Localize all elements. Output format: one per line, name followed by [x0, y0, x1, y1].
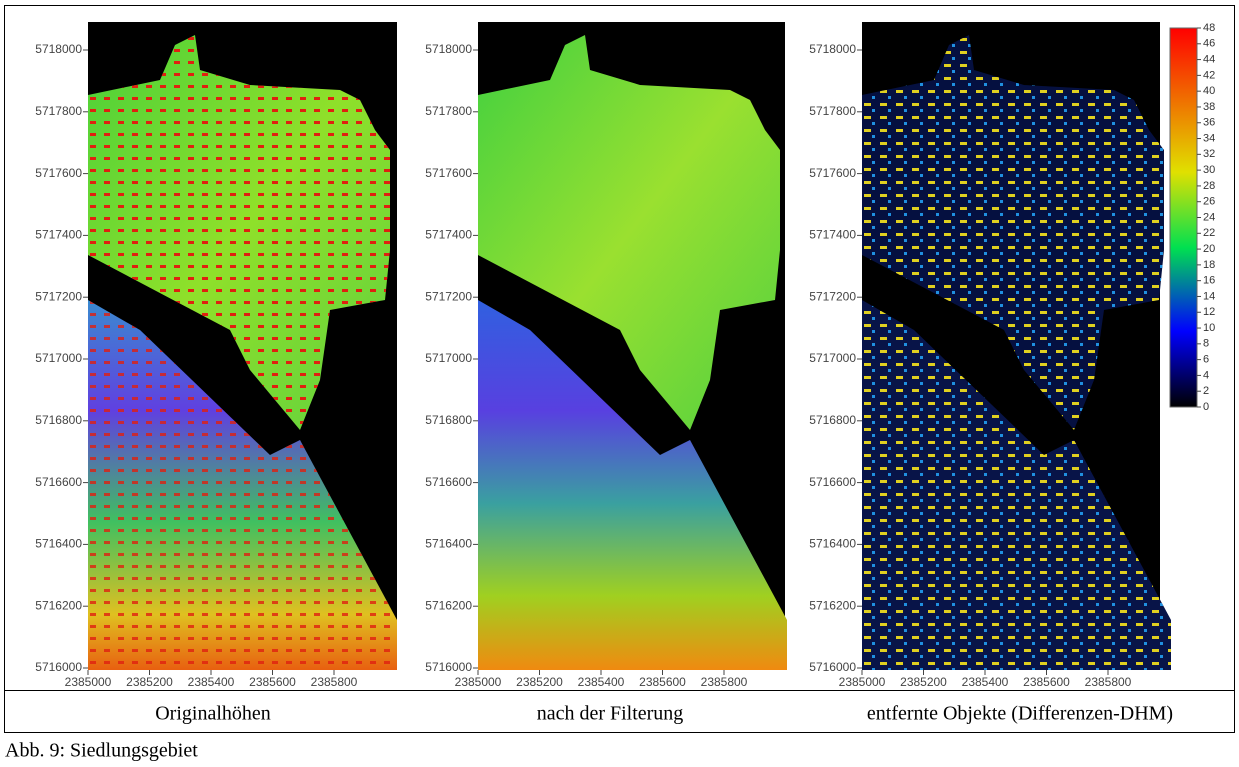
y-tick-label: 5716000	[35, 660, 82, 674]
y-tick-label: 5716200	[35, 598, 82, 612]
colorbar-label: 10	[1203, 322, 1215, 334]
x-tick-label: 2385800	[701, 675, 748, 689]
y-tick-label: 5717200	[809, 289, 856, 303]
y-tick-label: 5716400	[35, 537, 82, 551]
y-tick-label: 5717800	[35, 104, 82, 118]
y-tick-label: 5717000	[809, 351, 856, 365]
colorbar-label: 34	[1203, 132, 1215, 144]
x-tick-label: 2385800	[311, 675, 358, 689]
colorbar-label: 16	[1203, 275, 1215, 287]
colorbar-label: 24	[1203, 211, 1215, 223]
y-tick-label: 5716200	[425, 598, 472, 612]
y-tick-label: 5717200	[425, 289, 472, 303]
y-tick-label: 5717800	[425, 104, 472, 118]
y-tick-label: 5717400	[425, 228, 472, 242]
panel-caption: entfernte Objekte (Differenzen-DHM)	[867, 703, 1173, 725]
figure-caption: Abb. 9: Siedlungsgebiet	[5, 740, 198, 762]
figure-page: Originalhöhen nach der Filterung entfern…	[0, 0, 1239, 767]
colorbar-label: 6	[1203, 354, 1209, 366]
y-tick-label: 5716400	[809, 537, 856, 551]
colorbar-label: 20	[1203, 243, 1215, 255]
colorbar-label: 40	[1203, 85, 1215, 97]
x-tick-label: 2385200	[516, 675, 563, 689]
colorbar-label: 4	[1203, 369, 1209, 381]
colorbar-label: 42	[1203, 69, 1215, 81]
y-tick-label: 5716800	[425, 413, 472, 427]
colorbar-label: 38	[1203, 101, 1215, 113]
colorbar-label: 44	[1203, 53, 1215, 65]
colorbar-label: 2	[1203, 385, 1209, 397]
colorbar-label: 12	[1203, 306, 1215, 318]
y-tick-label: 5718000	[809, 42, 856, 56]
y-tick-label: 5718000	[425, 42, 472, 56]
colorbar-label: 0	[1203, 401, 1209, 413]
x-tick-label: 2385400	[188, 675, 235, 689]
colorbar	[1170, 28, 1197, 407]
y-tick-label: 5716600	[425, 475, 472, 489]
y-tick-label: 5716400	[425, 537, 472, 551]
panel-caption: Originalhöhen	[155, 703, 271, 725]
y-tick-label: 5718000	[35, 42, 82, 56]
y-tick-label: 5716600	[809, 475, 856, 489]
colorbar-label: 46	[1203, 38, 1215, 50]
y-tick-label: 5716600	[35, 475, 82, 489]
y-tick-label: 5717800	[809, 104, 856, 118]
x-tick-label: 2385000	[839, 675, 886, 689]
x-tick-label: 2385800	[1085, 675, 1132, 689]
x-tick-label: 2385200	[900, 675, 947, 689]
colorbar-label: 14	[1203, 290, 1215, 302]
colorbar-label: 28	[1203, 180, 1215, 192]
panel-caption: nach der Filterung	[537, 703, 684, 725]
map-difference	[862, 22, 1171, 670]
map-panels	[88, 22, 1171, 670]
colorbar-label: 36	[1203, 117, 1215, 129]
y-tick-label: 5717000	[35, 351, 82, 365]
x-tick-label: 2385400	[578, 675, 625, 689]
y-tick-label: 5716200	[809, 598, 856, 612]
colorbar-label: 30	[1203, 164, 1215, 176]
x-tick-label: 2385600	[639, 675, 686, 689]
x-tick-label: 2385600	[1023, 675, 1070, 689]
colorbar-label: 22	[1203, 227, 1215, 239]
y-tick-label: 5717400	[809, 228, 856, 242]
y-tick-label: 5717600	[35, 166, 82, 180]
y-tick-label: 5717600	[425, 166, 472, 180]
colorbar-label: 48	[1203, 22, 1215, 34]
map-original	[88, 22, 397, 670]
y-tick-label: 5716800	[35, 413, 82, 427]
y-tick-label: 5717600	[809, 166, 856, 180]
colorbar-label: 8	[1203, 338, 1209, 350]
colorbar-label: 32	[1203, 148, 1215, 160]
x-tick-label: 2385400	[962, 675, 1009, 689]
y-tick-label: 5717200	[35, 289, 82, 303]
y-tick-label: 5716800	[809, 413, 856, 427]
x-tick-label: 2385000	[65, 675, 112, 689]
x-tick-label: 2385200	[126, 675, 173, 689]
x-tick-label: 2385000	[455, 675, 502, 689]
y-tick-label: 5717000	[425, 351, 472, 365]
colorbar-label: 18	[1203, 259, 1215, 271]
y-tick-label: 5717400	[35, 228, 82, 242]
y-tick-label: 5716000	[809, 660, 856, 674]
y-tick-label: 5716000	[425, 660, 472, 674]
colorbar-label: 26	[1203, 196, 1215, 208]
x-tick-label: 2385600	[249, 675, 296, 689]
map-filtered	[478, 22, 787, 670]
